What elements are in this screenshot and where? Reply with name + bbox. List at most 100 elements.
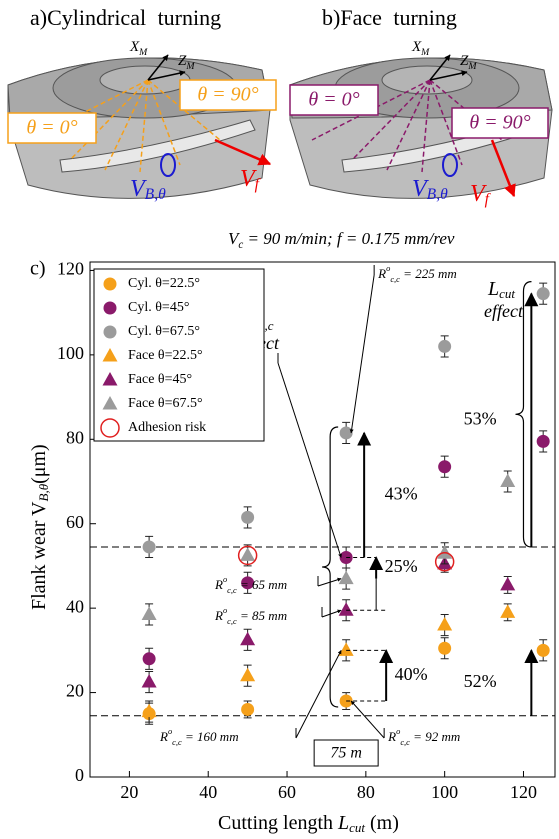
x-axis-title-part: cut	[349, 820, 365, 835]
chip	[59, 119, 256, 173]
radius-label-part: R	[387, 729, 396, 744]
panel-label: c)	[30, 258, 46, 280]
legend-marker	[103, 301, 117, 315]
effect-label-part: cut	[499, 286, 515, 301]
theta-line	[69, 79, 149, 161]
wear-label-part: B,θ	[145, 186, 166, 203]
panel-title-part: b)	[322, 5, 340, 30]
y-axis-title: Flank wear VB,θ(μm)	[28, 444, 51, 610]
axis-label-part: M	[138, 47, 148, 58]
axis-label: ZM	[178, 53, 195, 72]
x-axis-title: Cutting length Lcut (m)	[218, 812, 399, 835]
feed-label: Vf	[470, 181, 492, 208]
legend-marker	[103, 277, 117, 291]
theta-label: θ = 90°	[197, 84, 258, 106]
data-point	[240, 667, 256, 682]
x-tick-label: 20	[120, 782, 138, 802]
data-point	[240, 631, 256, 646]
radius-label-part: = 160 mm	[182, 729, 239, 744]
data-point	[142, 652, 156, 666]
radius-label-part: o	[223, 605, 227, 615]
legend-marker	[102, 372, 118, 386]
axis-arrow	[429, 70, 468, 81]
x-axis-title-part: Cutting length	[218, 812, 338, 834]
y-tick-label: 60	[66, 512, 84, 532]
axis-arrow	[147, 70, 186, 81]
y-tick-label: 80	[66, 427, 84, 447]
theta-line	[429, 79, 463, 166]
axis-label-part: X	[129, 39, 140, 55]
theta-line	[421, 79, 431, 173]
panel-title: b)Face turning	[322, 5, 457, 30]
feed-label-part: f	[255, 176, 262, 193]
feed-arrow	[490, 139, 516, 198]
theta-label: θ = 0°	[308, 89, 359, 111]
wear-marker	[442, 153, 458, 177]
legend-marker	[102, 348, 118, 362]
radius-label-part: R	[159, 729, 168, 744]
data-point	[434, 551, 455, 572]
radius-label-part: = 85 mm	[237, 608, 287, 623]
leader-arrow	[349, 274, 375, 434]
data-point	[438, 339, 452, 353]
radius-label-part: R	[214, 577, 223, 592]
theta-box	[451, 107, 549, 139]
data-point	[240, 547, 256, 561]
radius-label-part: R	[214, 608, 223, 623]
legend-label: Face θ=45°	[128, 372, 192, 387]
theta-line	[139, 79, 149, 173]
data-point	[241, 576, 255, 590]
effect-label: effect	[484, 301, 524, 321]
panel-title-part: Cylindrical turning	[47, 5, 221, 30]
radius-label: Roc,c = 225 mm	[377, 263, 457, 284]
radius-label-part: c,c	[400, 737, 410, 747]
x-tick-label: 100	[431, 782, 458, 802]
wear-label-part: V	[412, 176, 429, 202]
leader-arrow	[317, 577, 342, 587]
legend-marker	[100, 418, 120, 438]
y-axis-title-part: (μm)	[28, 444, 50, 484]
feed-label-part: f	[485, 191, 492, 208]
radius-label-part: c,c	[227, 616, 237, 626]
panel-title: a)Cylindrical turning	[30, 5, 221, 30]
feed-label: Vf	[240, 166, 262, 193]
radius-label-part: = 225 mm	[400, 266, 457, 281]
axis-label-part: M	[185, 61, 195, 72]
theta-line	[104, 79, 149, 171]
theta-label: θ = 0°	[26, 117, 77, 139]
radius-label-part: c,c	[172, 737, 182, 747]
feed-label-part: V	[240, 166, 257, 192]
radius-label: Roc,c = 160 mm	[159, 726, 239, 747]
legend-label: Adhesion risk	[128, 420, 206, 435]
effect-label: Lcut	[487, 278, 515, 301]
conditions: Vc = 90 m/min; f = 0.175 mm/rev	[228, 229, 455, 251]
radius-label: Roc,c = 65 mm	[214, 574, 287, 595]
data-point	[241, 510, 255, 524]
y-tick-label: 0	[75, 765, 84, 785]
theta-box	[179, 79, 277, 111]
data-point	[536, 287, 550, 301]
data-point	[438, 641, 452, 655]
panel-title-part: Face turning	[340, 5, 457, 30]
axis-arrow	[429, 54, 451, 81]
wear-label-part: B,θ	[427, 186, 448, 203]
axis-arrow	[147, 54, 169, 81]
axis-label: ZM	[460, 53, 477, 72]
brace	[322, 426, 339, 708]
legend-label: Face θ=67.5°	[128, 396, 203, 411]
x-axis-title-part: L	[337, 812, 349, 834]
wear-label: VB,θ	[412, 176, 448, 203]
y-tick-label: 20	[66, 681, 84, 701]
axis-label-part: Z	[178, 53, 187, 69]
data-point	[536, 434, 550, 448]
y-tick-label: 100	[57, 343, 84, 363]
leader-arrow	[321, 609, 342, 618]
wear-label-part: V	[130, 176, 147, 202]
axis-label: XM	[411, 39, 430, 58]
length-box	[313, 739, 379, 767]
leader-arrow	[350, 700, 385, 739]
length-box-label: 75 m	[330, 745, 362, 762]
radius-label-part: c,c	[227, 585, 237, 595]
